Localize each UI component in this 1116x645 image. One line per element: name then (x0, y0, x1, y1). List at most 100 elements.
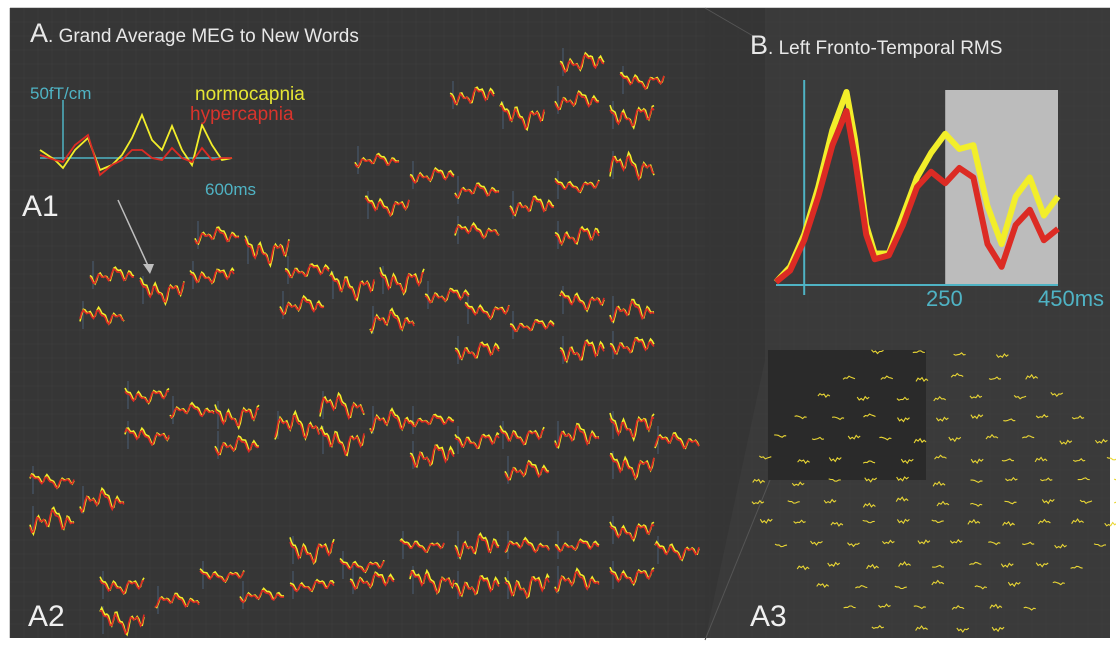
sensor-trace-hypercapnia (454, 434, 500, 450)
a3-sensor-glyph (896, 396, 910, 401)
a1-arrow-head (143, 264, 154, 274)
sensor-trace-hypercapnia (169, 404, 215, 419)
sensor-trace-hypercapnia (194, 227, 240, 245)
sensor-trace-hypercapnia (409, 569, 455, 595)
a3-sensor-glyph (811, 436, 825, 441)
sensor-trace-pair (284, 256, 330, 284)
a3-sensor-glyph (935, 416, 949, 422)
a3-sensor-glyph (1104, 521, 1116, 527)
a3-sensor-glyph (1079, 499, 1093, 504)
sensor-trace-pair (454, 176, 500, 204)
a3-sensor-glyph (932, 480, 946, 487)
a3-sensor-glyph (1025, 373, 1039, 380)
sensor-trace-pair (319, 391, 365, 421)
a3-highlight-region (768, 350, 926, 480)
sensor-trace-normocapnia (504, 536, 550, 554)
a3-sensor-glyph (974, 585, 987, 590)
a3-sensor-glyph (843, 605, 856, 609)
sensor-trace-pair (424, 281, 470, 309)
sensor-trace-hypercapnia (289, 541, 335, 565)
a3-sensor-glyph (948, 436, 962, 443)
sensor-trace-hypercapnia (609, 569, 655, 585)
a3-sensor-glyph (796, 565, 810, 571)
sensor-trace-normocapnia (139, 277, 185, 307)
sensor-trace-pair (654, 426, 700, 454)
sensor-trace-pair (189, 261, 235, 289)
sensor-trace-hypercapnia (609, 299, 655, 323)
a3-sensor-glyph (988, 541, 1001, 546)
sensor-trace-pair (504, 456, 550, 484)
sensor-trace-hypercapnia (139, 279, 185, 303)
a3-sensor-glyph (866, 563, 879, 570)
sensor-trace-hypercapnia (554, 424, 600, 449)
a3-sensor-glyph (817, 392, 831, 399)
a3-sensor-glyph (1050, 392, 1064, 398)
sensor-trace-normocapnia (554, 177, 600, 194)
a3-sensor-glyph (967, 518, 981, 525)
a3-sensor-glyph (774, 434, 787, 438)
a3-sensor-glyph (774, 543, 788, 548)
a3-sensor-map (751, 349, 1116, 633)
zoom-funnel (705, 8, 765, 640)
a3-sensor-glyph (1059, 439, 1073, 445)
a3-sensor-glyph (1034, 456, 1048, 463)
a3-sensor-glyph (1054, 543, 1067, 549)
sensor-trace-hypercapnia (454, 224, 500, 240)
sensor-trace-pair (409, 441, 455, 469)
a3-sensor-glyph (880, 375, 894, 380)
panel-a-letter: A (30, 18, 49, 48)
sensor-trace-pair (504, 531, 550, 559)
sensor-trace-hypercapnia (554, 227, 600, 245)
sensor-trace-hypercapnia (29, 474, 75, 490)
sensor-trace-pair (89, 261, 135, 289)
a3-sensor-glyph (895, 496, 909, 502)
a3-sensor-glyph (759, 518, 773, 524)
sensor-trace-pair (409, 566, 455, 595)
sensor-trace-pair (214, 431, 260, 459)
sensor-trace-hypercapnia (559, 53, 605, 74)
sensor-trace-pair (124, 381, 170, 409)
sensor-trace-hypercapnia (424, 288, 470, 305)
sensor-trace-normocapnia (369, 307, 415, 335)
a1-trace-normocapnia (39, 112, 233, 172)
sensor-trace-hypercapnia (654, 543, 700, 561)
sensor-trace-pair (609, 331, 655, 359)
a3-sensor-glyph (855, 584, 868, 589)
a3-sensor-glyph (816, 583, 830, 589)
a3-sensor-glyph (897, 417, 910, 423)
sensor-trace-hypercapnia (274, 414, 320, 439)
sensor-trace-hypercapnia (509, 319, 555, 333)
sensor-trace-hypercapnia (99, 610, 145, 636)
a3-sensor-glyph (950, 372, 964, 378)
a3-sensor-glyph (863, 413, 876, 418)
sensor-trace-normocapnia (499, 425, 545, 446)
a3-sensor-glyph (1094, 438, 1108, 444)
sensor-trace-pair (454, 571, 500, 599)
sensor-trace-pair (509, 311, 555, 339)
sensor-trace-hypercapnia (284, 264, 330, 279)
panel-b-letter: B (750, 30, 769, 60)
sensor-trace-hypercapnia (154, 593, 200, 608)
a3-sensor-glyph (931, 564, 945, 568)
a3-sensor-glyph (1023, 606, 1036, 611)
sensor-trace-pair (79, 301, 125, 329)
a3-sensor-glyph (1071, 415, 1085, 420)
rms-tick-250: 250 (926, 286, 963, 311)
panel-b-title: B. Left Fronto-Temporal RMS (750, 30, 1002, 61)
sensor-trace-pair (554, 531, 600, 559)
sensor-trace-hypercapnia (364, 197, 410, 217)
sensor-trace-hypercapnia (279, 297, 325, 316)
sensor-trace-normocapnia (169, 401, 215, 420)
a3-sensor-glyph (1072, 458, 1086, 462)
sensor-trace-normocapnia (274, 409, 320, 441)
sensor-trace-pair (169, 396, 215, 424)
a3-sensor-glyph (934, 454, 947, 460)
sensor-trace-normocapnia (339, 557, 385, 574)
sensor-trace-hypercapnia (409, 414, 455, 428)
sensor-trace-pair (339, 551, 385, 579)
sensor-trace-hypercapnia (29, 508, 75, 534)
rms-series-normocapnia (773, 89, 1061, 285)
a3-sensor-glyph (898, 561, 911, 567)
a3-sensor-glyph (991, 626, 1005, 633)
